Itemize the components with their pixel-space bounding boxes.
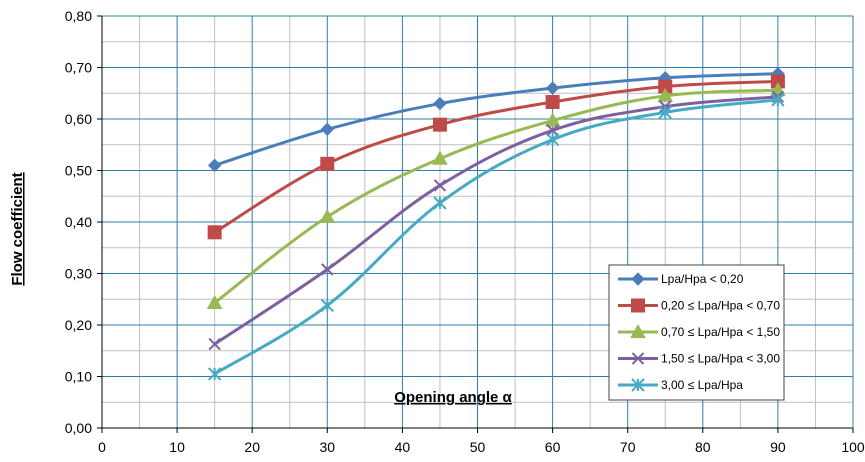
data-point <box>433 96 447 111</box>
data-point <box>771 93 785 107</box>
legend-item: Lpa/Hpa < 0,20 <box>618 272 744 286</box>
data-point <box>208 337 221 351</box>
y-tick-label: 0,50 <box>65 163 92 179</box>
legend-marker <box>631 352 645 365</box>
x-tick-label: 90 <box>770 439 786 455</box>
x-tick-label: 50 <box>470 439 486 455</box>
series-line <box>213 88 778 305</box>
data-point <box>207 225 222 240</box>
data-point <box>545 81 560 95</box>
data-point <box>320 156 335 171</box>
legend-label: 0,20 ≤ Lpa/Hpa < 0,70 <box>661 299 780 313</box>
x-tick-label: 10 <box>169 439 185 455</box>
x-axis-title: Opening angle α <box>394 389 512 406</box>
legend-item: 3,00 ≤ Lpa/Hpa <box>618 378 743 392</box>
legend-marker <box>631 378 645 392</box>
y-axis-title: Flow coefficient <box>9 172 26 285</box>
data-point <box>320 298 335 313</box>
data-point <box>432 117 447 132</box>
series-line <box>213 79 778 234</box>
data-point <box>321 263 334 276</box>
legend-item: 0,70 ≤ Lpa/Hpa < 1,50 <box>618 323 780 339</box>
x-tick-label: 80 <box>695 439 711 455</box>
series-3 <box>206 82 786 309</box>
x-tick-label: 100 <box>841 439 865 455</box>
y-tick-label: 0,30 <box>65 266 92 282</box>
data-point <box>544 112 561 127</box>
x-tick-label: 60 <box>545 439 561 455</box>
legend-label: 3,00 ≤ Lpa/Hpa <box>661 378 743 392</box>
y-tick-label: 0,40 <box>65 214 92 230</box>
x-tick-labels: 0 10 20 30 40 50 60 70 80 90 100 <box>98 439 865 455</box>
y-tick-label: 0,20 <box>65 317 92 333</box>
legend-item: 0,20 ≤ Lpa/Hpa < 0,70 <box>618 298 780 313</box>
y-tick-labels: 0,00 0,10 0,20 0,30 0,40 0,50 0,60 0,70 0,80 <box>65 8 92 436</box>
x-tick-label: 40 <box>395 439 411 455</box>
data-point <box>432 150 448 165</box>
y-tick-label: 0,60 <box>65 111 92 127</box>
legend-item: 1,50 ≤ Lpa/Hpa < 3,00 <box>618 352 780 366</box>
data-point <box>658 105 672 120</box>
y-tick-label: 0,70 <box>65 60 92 76</box>
data-point <box>207 367 222 381</box>
x-tick-label: 0 <box>98 439 106 455</box>
series-line <box>213 95 779 346</box>
x-tick-label: 70 <box>620 439 636 455</box>
legend-label: 0,70 ≤ Lpa/Hpa < 1,50 <box>661 325 780 339</box>
data-point <box>546 124 559 137</box>
series-group <box>206 66 786 381</box>
data-point <box>320 122 335 137</box>
x-tick-label: 30 <box>320 439 336 455</box>
x-tick-label: 20 <box>244 439 260 455</box>
data-point <box>206 294 223 309</box>
y-tick-label: 0,10 <box>65 369 92 385</box>
axes <box>97 15 854 433</box>
series-line <box>214 72 778 167</box>
legend: Lpa/Hpa < 0,20 0,20 ≤ Lpa/Hpa < 0,70 0,70 … <box>608 264 785 401</box>
data-point <box>207 158 222 173</box>
y-tick-label: 0,00 <box>65 420 92 436</box>
data-point <box>433 196 447 210</box>
legend-marker <box>631 272 645 286</box>
data-point <box>319 208 336 223</box>
y-tick-label: 0,80 <box>65 8 92 24</box>
legend-label: 1,50 ≤ Lpa/Hpa < 3,00 <box>661 352 780 366</box>
series-line <box>213 98 779 376</box>
data-point <box>657 87 674 102</box>
data-point <box>545 132 560 147</box>
data-point <box>545 95 560 110</box>
legend-marker <box>631 298 645 313</box>
series-2 <box>207 74 785 240</box>
legend-marker <box>630 323 646 339</box>
series-5 <box>207 93 785 381</box>
legend-label: Lpa/Hpa < 0,20 <box>661 272 744 286</box>
data-point <box>433 179 447 192</box>
